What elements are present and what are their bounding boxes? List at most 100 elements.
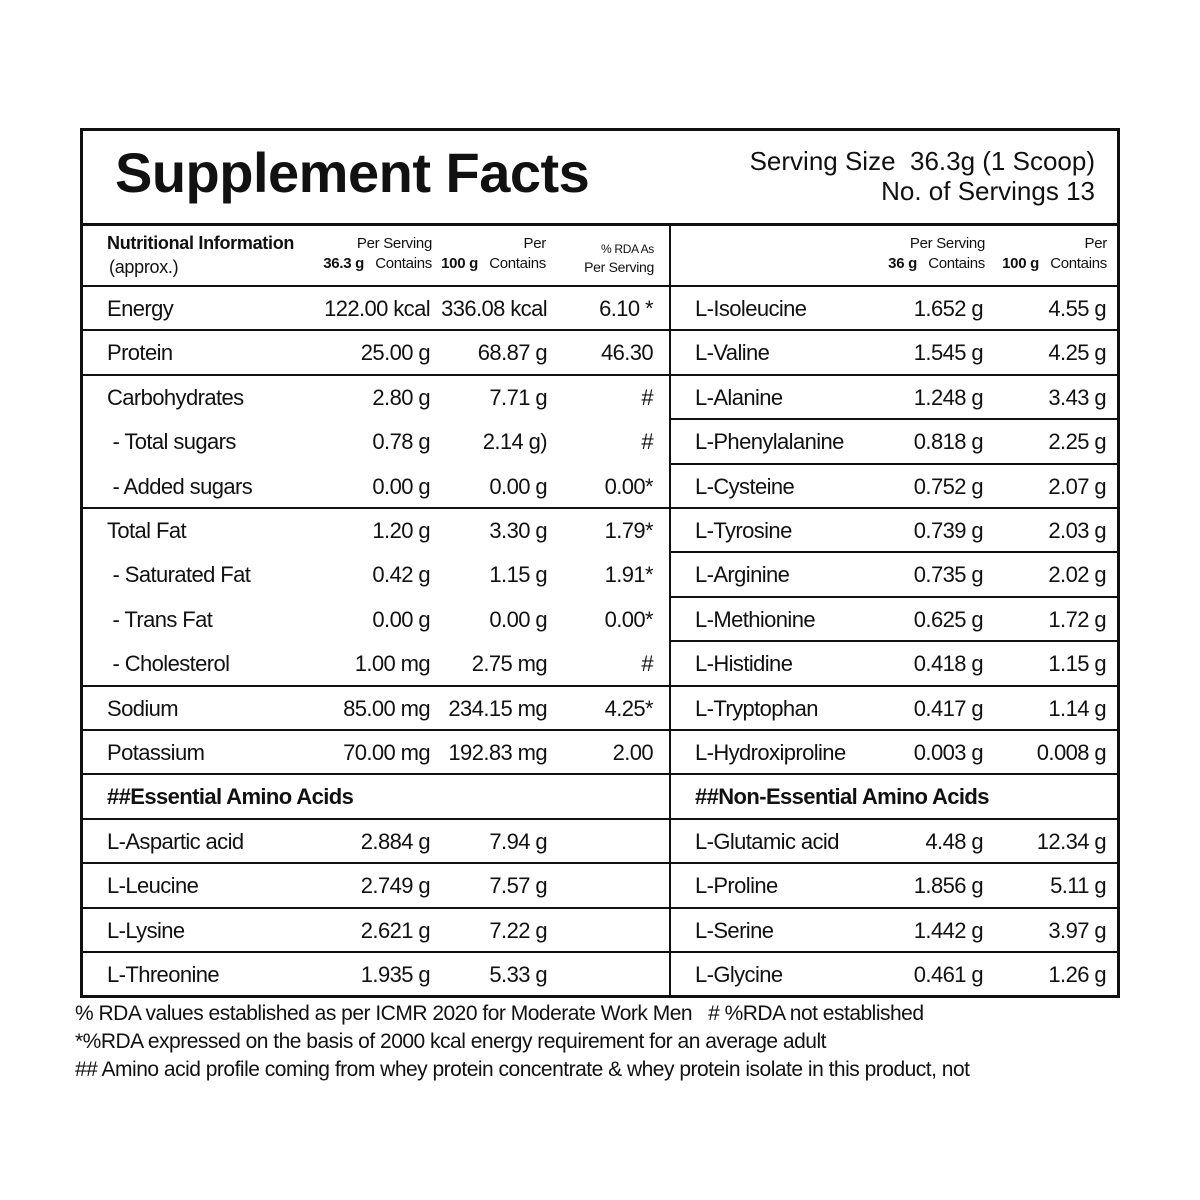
per-100g: 2.25 g — [1048, 429, 1106, 455]
per-serving: 0.735 g — [913, 562, 984, 588]
header-text: 100 g — [1002, 255, 1039, 272]
rule — [80, 817, 670, 820]
per-100g: 1.15 g — [489, 562, 547, 588]
nutrient-name: - Saturated Fat — [107, 562, 251, 588]
rule — [670, 906, 1120, 909]
per-serving: 1.935 g — [360, 962, 431, 987]
per-serving: 0.752 g — [913, 473, 984, 499]
nutrient-name: L-Valine — [695, 340, 770, 366]
per-serving: 70.00 mg — [343, 740, 431, 765]
per-serving: 0.739 g — [913, 518, 984, 543]
header-text: Per Serving — [584, 259, 654, 275]
per-serving: 4.48 g — [925, 828, 983, 854]
per-serving: 1.442 g — [913, 917, 984, 943]
header-text: Contains — [489, 255, 546, 272]
per-100g: 1.15 g — [1048, 651, 1106, 677]
header-text: Nutritional Information — [107, 233, 295, 253]
nutrient-name: L-Methionine — [695, 606, 816, 632]
header-text: Per — [523, 235, 547, 252]
per-100g: 3.97 g — [1048, 917, 1106, 943]
per-100g: 12.34 g — [1036, 828, 1107, 854]
per-100g: 0.00 g — [489, 606, 547, 632]
nutrient-name: - Added sugars — [107, 473, 253, 499]
rule — [670, 418, 1120, 421]
per-100g: 4.55 g — [1048, 296, 1106, 321]
per-serving: 0.418 g — [913, 651, 984, 677]
rda: 4.25* — [604, 695, 654, 721]
per-100g: 1.14 g — [1048, 695, 1106, 721]
title: Supplement Facts — [115, 141, 590, 204]
per-serving: 2.80 g — [372, 384, 430, 410]
rule — [670, 862, 1120, 865]
header-text: (approx.) — [109, 257, 179, 277]
nutrient-name: L-Glycine — [695, 962, 783, 987]
rule — [670, 773, 1120, 776]
nutrient-name: L-Phenylalanine — [695, 429, 844, 455]
rule — [670, 551, 1120, 554]
nutrient-name: L-Hydroxiproline — [695, 740, 846, 765]
nutrient-name: L-Serine — [695, 917, 774, 943]
per-serving: 2.884 g — [360, 828, 431, 854]
rda: 2.00 — [612, 740, 654, 765]
header-text: Contains — [375, 255, 432, 272]
rule — [670, 729, 1120, 731]
rule — [670, 817, 1120, 820]
rule — [80, 223, 1120, 226]
per-100g: 3.30 g — [489, 518, 547, 543]
header-text: % RDA As — [601, 242, 654, 256]
header-text: Per Serving — [356, 235, 432, 252]
per-serving: 1.248 g — [913, 384, 984, 410]
per-100g: 5.11 g — [1050, 873, 1107, 899]
header-text: Contains — [928, 255, 985, 272]
per-serving: 0.78 g — [372, 429, 430, 455]
serving-size: Serving Size 36.3g (1 Scoop) — [749, 146, 1095, 176]
per-serving: 1.545 g — [913, 340, 984, 366]
rule — [80, 285, 1120, 287]
per-serving: 1.856 g — [913, 873, 984, 899]
rule — [80, 729, 670, 731]
rule — [80, 684, 670, 687]
nutrient-name: L-Proline — [695, 873, 778, 899]
per-100g: 7.94 g — [489, 828, 547, 854]
nutrient-name: Energy — [107, 296, 174, 321]
per-serving: 122.00 kcal — [324, 296, 431, 321]
per-100g: 7.71 g — [489, 384, 547, 410]
per-100g: 0.00 g — [489, 473, 547, 499]
rule — [670, 329, 1120, 332]
nutrient-name: L-Tyrosine — [695, 518, 792, 543]
header-text: 36 g — [888, 255, 917, 272]
nutrient-name: Protein — [107, 340, 173, 366]
per-100g: 1.72 g — [1048, 606, 1106, 632]
rule — [670, 595, 1120, 598]
rda: 46.30 — [600, 340, 654, 366]
per-serving: 0.00 g — [372, 473, 430, 499]
per-100g: 1.26 g — [1048, 962, 1106, 987]
rule — [80, 862, 670, 865]
rda: 1.91* — [604, 562, 654, 588]
nutrient-name: L-Arginine — [695, 562, 790, 588]
per-serving: 0.625 g — [913, 606, 984, 632]
per-100g: 336.08 kcal — [441, 296, 548, 321]
per-serving: 0.00 g — [372, 606, 430, 632]
divider — [669, 226, 671, 995]
per-serving: 1.20 g — [372, 518, 430, 543]
nutrient-name: - Trans Fat — [107, 606, 213, 632]
rule — [670, 462, 1120, 465]
per-100g: 192.83 mg — [448, 740, 547, 765]
per-100g: 4.25 g — [1048, 340, 1106, 366]
rule — [670, 951, 1120, 953]
per-serving: 0.42 g — [372, 562, 430, 588]
per-serving: 0.461 g — [913, 962, 984, 987]
footnote: % RDA values established as per ICMR 202… — [75, 1002, 924, 1025]
rda: # — [641, 651, 653, 677]
nutrient-name: Potassium — [107, 740, 205, 765]
nutrient-name: L-Histidine — [695, 651, 793, 677]
nutrient-name: L-Aspartic acid — [107, 828, 244, 854]
per-100g: 2.14 g) — [482, 429, 548, 455]
nutrient-name: L-Lysine — [107, 917, 185, 943]
header-text: 100 g — [441, 255, 478, 272]
servings: No. of Servings 13 — [881, 176, 1095, 206]
per-100g: 7.22 g — [489, 917, 547, 943]
section-heading: ##Essential Amino Acids — [107, 784, 354, 810]
